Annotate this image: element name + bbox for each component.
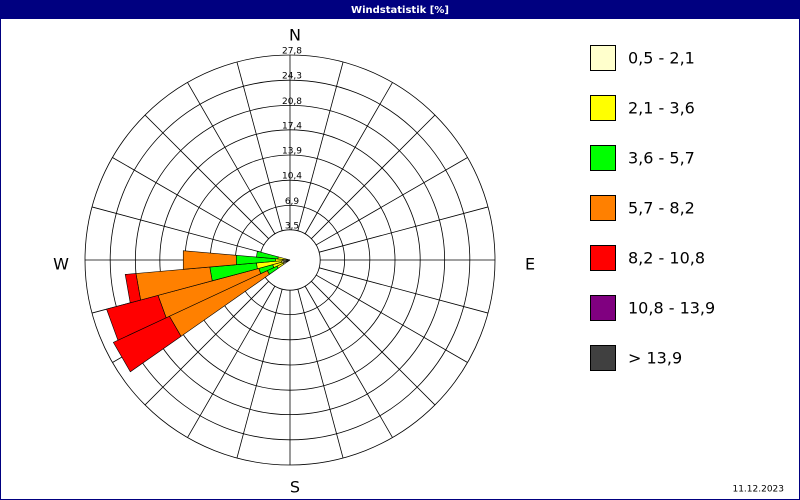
legend-swatch bbox=[590, 345, 616, 371]
legend-swatch bbox=[590, 245, 616, 271]
spoke bbox=[315, 157, 468, 246]
compass-w: W bbox=[53, 255, 69, 274]
wedge-segment bbox=[112, 315, 182, 373]
spoke bbox=[297, 61, 344, 231]
title-bar bbox=[0, 0, 800, 19]
compass-n: N bbox=[289, 26, 301, 45]
spoke bbox=[304, 285, 393, 438]
legend-swatch bbox=[590, 95, 616, 121]
ring bbox=[109, 79, 471, 441]
ring bbox=[159, 129, 421, 391]
spoke bbox=[319, 206, 489, 253]
r-tick-label: 24,3 bbox=[282, 72, 302, 82]
spoke bbox=[311, 114, 436, 239]
wedge-segment bbox=[124, 273, 141, 304]
legend-label: 2,1 - 3,6 bbox=[628, 99, 695, 118]
r-tick-label: 20,8 bbox=[282, 97, 302, 107]
legend-label: > 13,9 bbox=[628, 349, 682, 368]
spoke bbox=[91, 206, 261, 253]
compass-e: E bbox=[525, 255, 535, 274]
date: 11.12.2023 bbox=[732, 485, 784, 495]
spoke bbox=[187, 285, 276, 438]
compass-s: S bbox=[290, 478, 300, 497]
spoke bbox=[144, 114, 269, 239]
spoke bbox=[315, 274, 468, 363]
spoke bbox=[311, 281, 436, 406]
spoke bbox=[236, 289, 283, 459]
legend-label: 5,7 - 8,2 bbox=[628, 199, 695, 218]
r-tick-label: 17,4 bbox=[282, 121, 302, 131]
r-tick-label: 13,9 bbox=[282, 147, 302, 157]
legend-swatch bbox=[590, 195, 616, 221]
legend-label: 10,8 - 13,9 bbox=[628, 299, 715, 318]
spoke bbox=[304, 82, 393, 235]
r-tick-label: 3,5 bbox=[285, 221, 299, 231]
r-tick-label: 10,4 bbox=[282, 172, 302, 182]
wedge-segment bbox=[182, 250, 237, 270]
r-tick-label: 27,8 bbox=[282, 47, 302, 57]
spoke bbox=[236, 61, 283, 231]
spoke bbox=[297, 289, 344, 459]
legend-label: 8,2 - 10,8 bbox=[628, 249, 705, 268]
wedge-segment bbox=[106, 295, 167, 341]
legend-swatch bbox=[590, 145, 616, 171]
wedge-segment bbox=[255, 250, 279, 260]
spoke bbox=[112, 157, 265, 246]
legend-swatch bbox=[590, 295, 616, 321]
spoke bbox=[144, 281, 269, 406]
legend-swatch bbox=[590, 45, 616, 71]
ring bbox=[134, 104, 446, 416]
spoke bbox=[187, 82, 276, 235]
legend-label: 0,5 - 2,1 bbox=[628, 49, 695, 68]
spoke bbox=[319, 267, 489, 314]
r-tick-label: 6,9 bbox=[285, 197, 300, 207]
legend-label: 3,6 - 5,7 bbox=[628, 149, 695, 168]
chart-title: Windstatistik [%] bbox=[351, 5, 449, 16]
ring bbox=[84, 54, 496, 466]
